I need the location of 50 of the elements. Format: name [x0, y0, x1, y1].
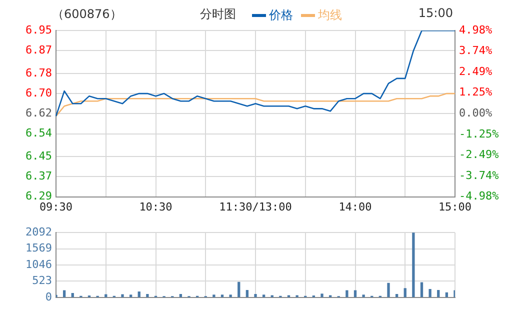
x-tick-label: 09:30 — [39, 200, 73, 214]
bar — [420, 282, 424, 298]
y-tick-label: 6.70 — [26, 86, 52, 100]
x-tick-label: 10:30 — [139, 200, 172, 214]
bar — [238, 282, 240, 298]
y-tick-label: 6.62 — [26, 106, 52, 120]
y-tick-label: 6.37 — [26, 170, 52, 183]
y-tick-label: 6.54 — [26, 126, 52, 140]
text: 15:00 — [418, 6, 453, 20]
y2-tick-label: 1.25% — [459, 86, 492, 99]
y-tick-label: 6.95 — [26, 23, 52, 36]
y2-tick-label: -3.74% — [459, 168, 500, 182]
y-tick-label: 6.87 — [26, 44, 52, 57]
bar — [412, 232, 415, 298]
y2-tick-label: 3.74% — [459, 44, 492, 58]
bar — [138, 291, 140, 298]
y-tick-label: 0 — [45, 290, 52, 304]
bar — [212, 294, 216, 298]
chart-subtitle: （600876） — [52, 6, 122, 23]
y-tick-label: 1569 — [26, 242, 52, 255]
bar — [146, 294, 149, 298]
x-tick-label: 15:00 — [438, 200, 472, 214]
legend-label: 价格 — [269, 7, 293, 24]
bar — [121, 294, 124, 298]
bar — [320, 294, 324, 298]
bar — [346, 290, 348, 298]
bar — [437, 290, 440, 298]
bar — [428, 289, 432, 298]
bar — [387, 282, 390, 298]
legend-label: 均线 — [318, 7, 342, 24]
bar — [404, 288, 406, 298]
y2-tick-label: 2.49% — [459, 65, 492, 78]
y-tick-label: 1046 — [26, 258, 52, 271]
y2-tick-label: 4.98% — [459, 23, 492, 36]
y-tick-label: 6.78 — [26, 66, 52, 80]
bar — [362, 294, 365, 298]
y2-tick-label: -1.25% — [459, 127, 500, 140]
x-tick-label: 14:00 — [338, 200, 372, 214]
y2-tick-label: -2.49% — [459, 148, 500, 162]
y-tick-label: 2092 — [26, 225, 52, 238]
y-tick-label: 6.45 — [26, 149, 52, 162]
y2-tick-label: 0.00% — [459, 106, 492, 120]
chart-title: 分时图 — [200, 6, 236, 23]
y-tick-label: 6.29 — [26, 190, 52, 203]
y-tick-label: 523 — [32, 274, 52, 288]
bar — [229, 294, 232, 298]
y2-tick-label: -4.98% — [459, 190, 500, 203]
bar — [254, 294, 257, 298]
x-tick-label: 11:30/13:00 — [219, 200, 292, 214]
bar — [246, 290, 249, 298]
